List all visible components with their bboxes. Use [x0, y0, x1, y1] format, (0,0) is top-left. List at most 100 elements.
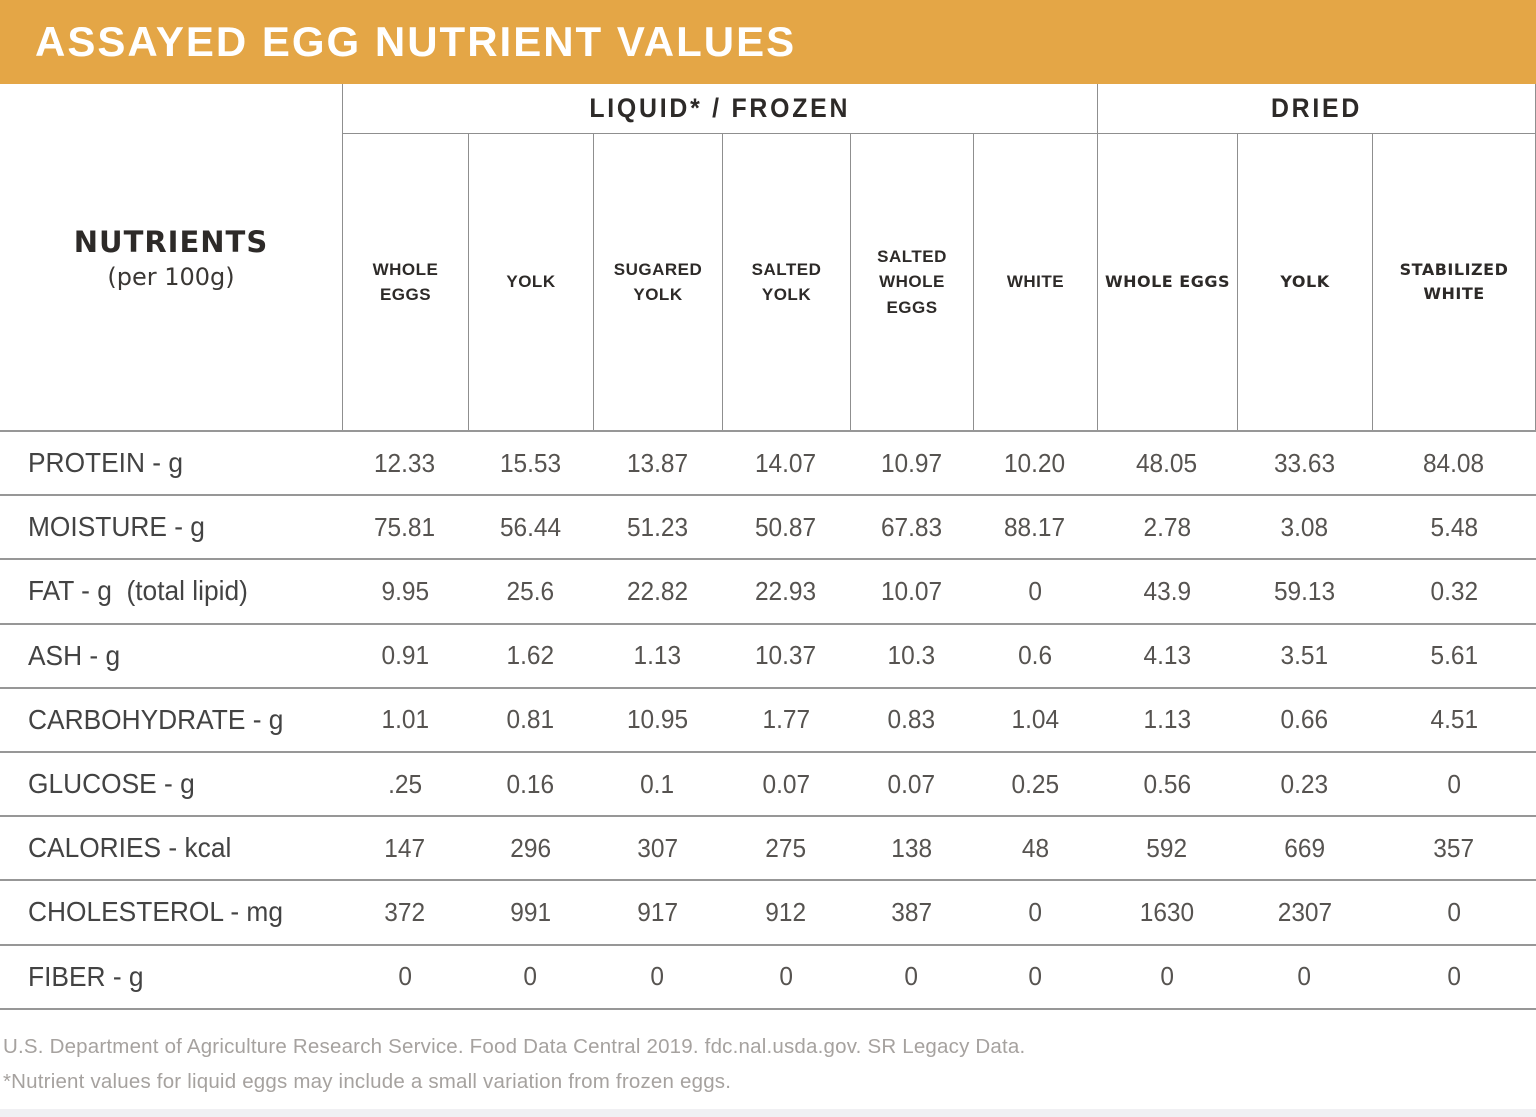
value-text: 296 — [510, 832, 551, 863]
row-label-text: CALORIES - kcal — [28, 832, 232, 864]
value-cell: 0 — [1372, 946, 1536, 1008]
row-header-cell: NUTRIENTS (per 100g) — [0, 110, 342, 406]
value-cell: 10.20 — [973, 432, 1097, 494]
value-text: 10.20 — [1004, 447, 1066, 478]
column-header-salted-yolk: SALTED YOLK — [722, 134, 850, 430]
value-text: 3.51 — [1280, 640, 1329, 671]
value-cell: 48 — [973, 817, 1097, 879]
value-cell: 387 — [850, 881, 973, 943]
value-cell: 1.13 — [593, 625, 722, 687]
value-cell: 0 — [850, 946, 973, 1008]
column-header-label: SALTED WHOLE EGGS — [877, 246, 947, 317]
value-cell: 88.17 — [973, 496, 1097, 558]
value-cell: 9.95 — [342, 560, 468, 622]
value-cell: 84.08 — [1372, 432, 1536, 494]
value-text: 991 — [510, 896, 551, 927]
value-text: .25 — [388, 768, 422, 799]
value-cell: 1.04 — [973, 689, 1097, 751]
value-text: 84.08 — [1423, 447, 1485, 478]
value-cell: 43.9 — [1097, 560, 1237, 622]
value-text: 275 — [765, 832, 807, 863]
value-cell: 25.6 — [468, 560, 593, 622]
value-text: 0 — [1447, 896, 1461, 927]
row-label-text: PROTEIN - g — [28, 447, 184, 479]
value-cell: 275 — [722, 817, 850, 879]
value-cell: 0 — [973, 946, 1097, 1008]
value-cell: 296 — [468, 817, 593, 879]
value-text: 10.3 — [887, 640, 936, 671]
value-text: 10.07 — [880, 575, 943, 606]
value-text: 5.61 — [1430, 640, 1478, 671]
value-cell: 10.3 — [850, 625, 973, 687]
table-row-calories: CALORIES - kcal 147 296 307 275 138 48 592 669 35… — [0, 817, 1536, 882]
row-label: FAT - g (total lipid) — [0, 560, 342, 622]
column-header-salted-whole-eggs: SALTED WHOLE EGGS — [850, 134, 973, 430]
value-text: 387 — [891, 896, 932, 927]
column-header-label: WHOLE EGGS — [372, 259, 439, 305]
value-text: 5.48 — [1430, 511, 1478, 542]
group-header-label: DRIED — [1270, 93, 1363, 123]
value-cell: 22.93 — [722, 560, 850, 622]
value-text: 1.01 — [381, 704, 429, 735]
value-cell: 307 — [593, 817, 722, 879]
value-cell: 4.13 — [1097, 625, 1237, 687]
value-text: 14.07 — [755, 447, 817, 478]
value-text: 307 — [637, 832, 678, 863]
group-header-liquid-frozen: LIQUID* / FROZEN — [342, 84, 1097, 134]
table-row-fiber: FIBER - g 0 0 0 0 0 0 0 0 0 — [0, 946, 1536, 1010]
value-cell: 1.62 — [468, 625, 593, 687]
column-header-label: YOLK — [1280, 272, 1330, 291]
source-text: U.S. Department of Agriculture Research … — [3, 1034, 1026, 1058]
value-text: 1.77 — [762, 704, 810, 735]
value-cell: 0.23 — [1237, 753, 1372, 815]
group-header-row: LIQUID* / FROZEN DRIED — [0, 84, 1536, 134]
value-cell: 4.51 — [1372, 689, 1536, 751]
value-cell: 0 — [342, 946, 468, 1008]
table-row-cholesterol: CHOLESTEROL - mg 372 991 917 912 387 0 1630 2307… — [0, 881, 1536, 946]
value-cell: 0 — [1372, 753, 1536, 815]
value-text: 357 — [1433, 832, 1475, 863]
value-text: 33.63 — [1273, 447, 1336, 478]
row-label-text: FAT - g (total lipid) — [28, 575, 248, 607]
value-cell: 56.44 — [468, 496, 593, 558]
value-text: 0.66 — [1280, 704, 1329, 735]
value-text: 1.13 — [1143, 704, 1191, 735]
value-cell: 1.13 — [1097, 689, 1237, 751]
value-text: 75.81 — [374, 511, 436, 542]
row-label: CALORIES - kcal — [0, 817, 342, 879]
table-row-protein: PROTEIN - g 12.33 15.53 13.87 14.07 10.97 10.2… — [0, 432, 1536, 497]
value-text: 43.9 — [1143, 575, 1191, 606]
value-text: 4.13 — [1143, 640, 1191, 671]
table-row-glucose: GLUCOSE - g .25 0.16 0.1 0.07 0.07 0.25 0.56 0.2… — [0, 753, 1536, 818]
value-text: 0 — [1028, 896, 1042, 927]
value-cell: 669 — [1237, 817, 1372, 879]
table-body: PROTEIN - g 12.33 15.53 13.87 14.07 10.97 10.2… — [0, 430, 1536, 1010]
value-cell: 50.87 — [722, 496, 850, 558]
value-cell: 22.82 — [593, 560, 722, 622]
value-cell: .25 — [342, 753, 468, 815]
per-100g-label: (per 100g) — [107, 263, 235, 291]
value-text: 1.13 — [633, 640, 682, 671]
footer: U.S. Department of Agriculture Research … — [0, 1010, 1536, 1094]
column-header-whole-eggs: WHOLE EGGS — [1097, 134, 1237, 430]
value-text: 0.81 — [506, 704, 555, 735]
value-cell: 1630 — [1097, 881, 1237, 943]
value-cell: 5.61 — [1372, 625, 1536, 687]
value-text: 3.08 — [1280, 511, 1329, 542]
value-text: 0.16 — [506, 768, 555, 799]
value-cell: 0.66 — [1237, 689, 1372, 751]
value-cell: 0.07 — [850, 753, 973, 815]
value-cell: 0.25 — [973, 753, 1097, 815]
value-cell: 0.16 — [468, 753, 593, 815]
value-text: 592 — [1146, 832, 1188, 863]
value-text: 48 — [1021, 832, 1049, 863]
value-text: 0.07 — [887, 768, 936, 799]
row-label-text: CHOLESTEROL - mg — [28, 896, 283, 928]
value-cell: 917 — [593, 881, 722, 943]
value-cell: 2.78 — [1097, 496, 1237, 558]
value-cell: 12.33 — [342, 432, 468, 494]
group-header-dried: DRIED — [1097, 84, 1536, 134]
value-text: 88.17 — [1004, 511, 1066, 542]
value-cell: 912 — [722, 881, 850, 943]
value-text: 0 — [1028, 575, 1042, 606]
